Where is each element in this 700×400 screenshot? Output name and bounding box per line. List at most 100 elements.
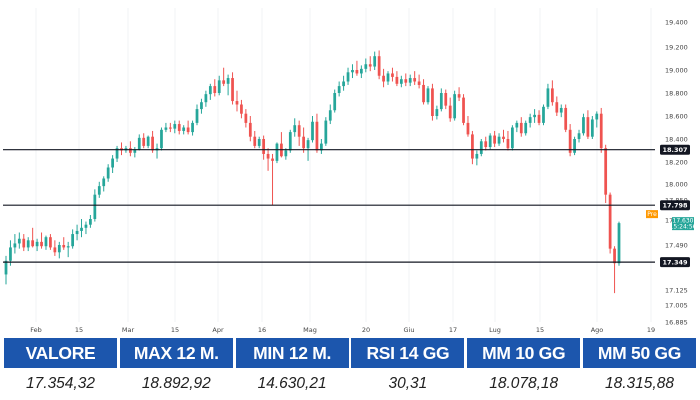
candle-body (195, 109, 199, 123)
candle-body (271, 158, 274, 161)
candle (479, 139, 483, 157)
candle-body (182, 127, 186, 131)
candle-body (408, 78, 412, 83)
candle-body (231, 78, 234, 102)
candle (200, 98, 203, 114)
candle (422, 79, 425, 105)
candle (377, 50, 381, 80)
candle-body (590, 119, 594, 137)
candle-body (75, 230, 79, 235)
candle (49, 234, 52, 250)
candle (502, 129, 505, 143)
candle-body (275, 143, 279, 161)
candle-body (471, 134, 474, 159)
candle (373, 51, 377, 70)
candle-body (262, 139, 266, 154)
candle-body (62, 245, 66, 248)
candle-body (257, 139, 261, 146)
y-tick-label: 16.885 (665, 319, 688, 327)
x-tick-label: Apr (212, 326, 224, 334)
candle-body (573, 139, 576, 153)
candle (57, 241, 61, 259)
candle (404, 73, 408, 87)
candle-body (524, 122, 528, 134)
candle (511, 125, 514, 151)
candle-body (448, 105, 452, 119)
candle-body (599, 113, 603, 149)
candle (528, 113, 532, 128)
candle (106, 164, 110, 182)
header-mm-50gg: MM 50 GG (582, 338, 696, 368)
candle-body (413, 78, 417, 82)
y-tick-label: 18.600 (665, 113, 688, 121)
candle (244, 109, 248, 128)
candle (448, 97, 452, 122)
candle (40, 232, 43, 249)
level-badge (660, 257, 690, 268)
price-tag (672, 217, 694, 231)
candle (342, 75, 345, 91)
candle (271, 153, 274, 205)
candle (35, 238, 39, 252)
level-badge (660, 144, 690, 155)
x-tick-label: 16 (258, 326, 266, 334)
candle (515, 120, 519, 133)
candle-body (89, 219, 92, 225)
candle (533, 109, 536, 123)
candle (524, 120, 528, 136)
candle-body (462, 97, 465, 123)
candle-body (355, 70, 359, 74)
candle-body (328, 110, 332, 121)
candle (546, 83, 550, 110)
candle (311, 116, 314, 143)
candle-body (479, 141, 483, 154)
candle-body (146, 136, 150, 146)
candle-body (266, 153, 270, 159)
y-axis: 19.400 19.200 19.000 18.800 18.600 18.400 18.2… (665, 19, 688, 327)
candle-body (208, 86, 212, 95)
y-tick-label: 18.400 (665, 136, 688, 144)
candle-body (550, 88, 554, 103)
candle-body (253, 136, 257, 146)
candle (608, 192, 612, 254)
candle (475, 150, 479, 166)
candle-body (133, 149, 137, 153)
candle (115, 145, 119, 162)
candle (590, 116, 594, 139)
candle-body (128, 148, 132, 153)
x-axis: Feb 15 Mar 15 Apr 16 Mag 20 Giu 17 Lug 15 Ago 19 (30, 326, 655, 334)
candle-body (111, 158, 114, 168)
candle-body (240, 104, 243, 114)
horizontal-levels (3, 149, 655, 263)
candle-body (164, 127, 168, 130)
candle (382, 68, 385, 88)
candle-body (217, 80, 221, 93)
candle (617, 221, 621, 266)
candle-body (324, 120, 328, 144)
candle (324, 117, 328, 146)
candle-body (297, 125, 301, 137)
candle-body (426, 88, 430, 103)
candle-body (515, 122, 519, 128)
candle-body (422, 84, 425, 103)
candle (84, 221, 88, 235)
candle-body (186, 127, 190, 133)
x-tick-label: Giu (404, 326, 415, 334)
candle (564, 104, 568, 133)
candle (453, 90, 457, 121)
candle (102, 176, 106, 192)
candle (235, 90, 239, 112)
candle (182, 125, 186, 135)
candle (262, 135, 266, 160)
candle (177, 120, 181, 135)
candle-body (17, 238, 21, 244)
header-mm-10gg: MM 10 GG (467, 338, 581, 368)
candle (248, 116, 252, 142)
candle-body (568, 129, 572, 153)
candle (439, 88, 443, 112)
candle-body (53, 247, 57, 253)
candle-body (502, 136, 505, 139)
candle-body (106, 167, 110, 179)
candle (4, 255, 8, 285)
value-valore: 17.354,32 (26, 375, 95, 392)
